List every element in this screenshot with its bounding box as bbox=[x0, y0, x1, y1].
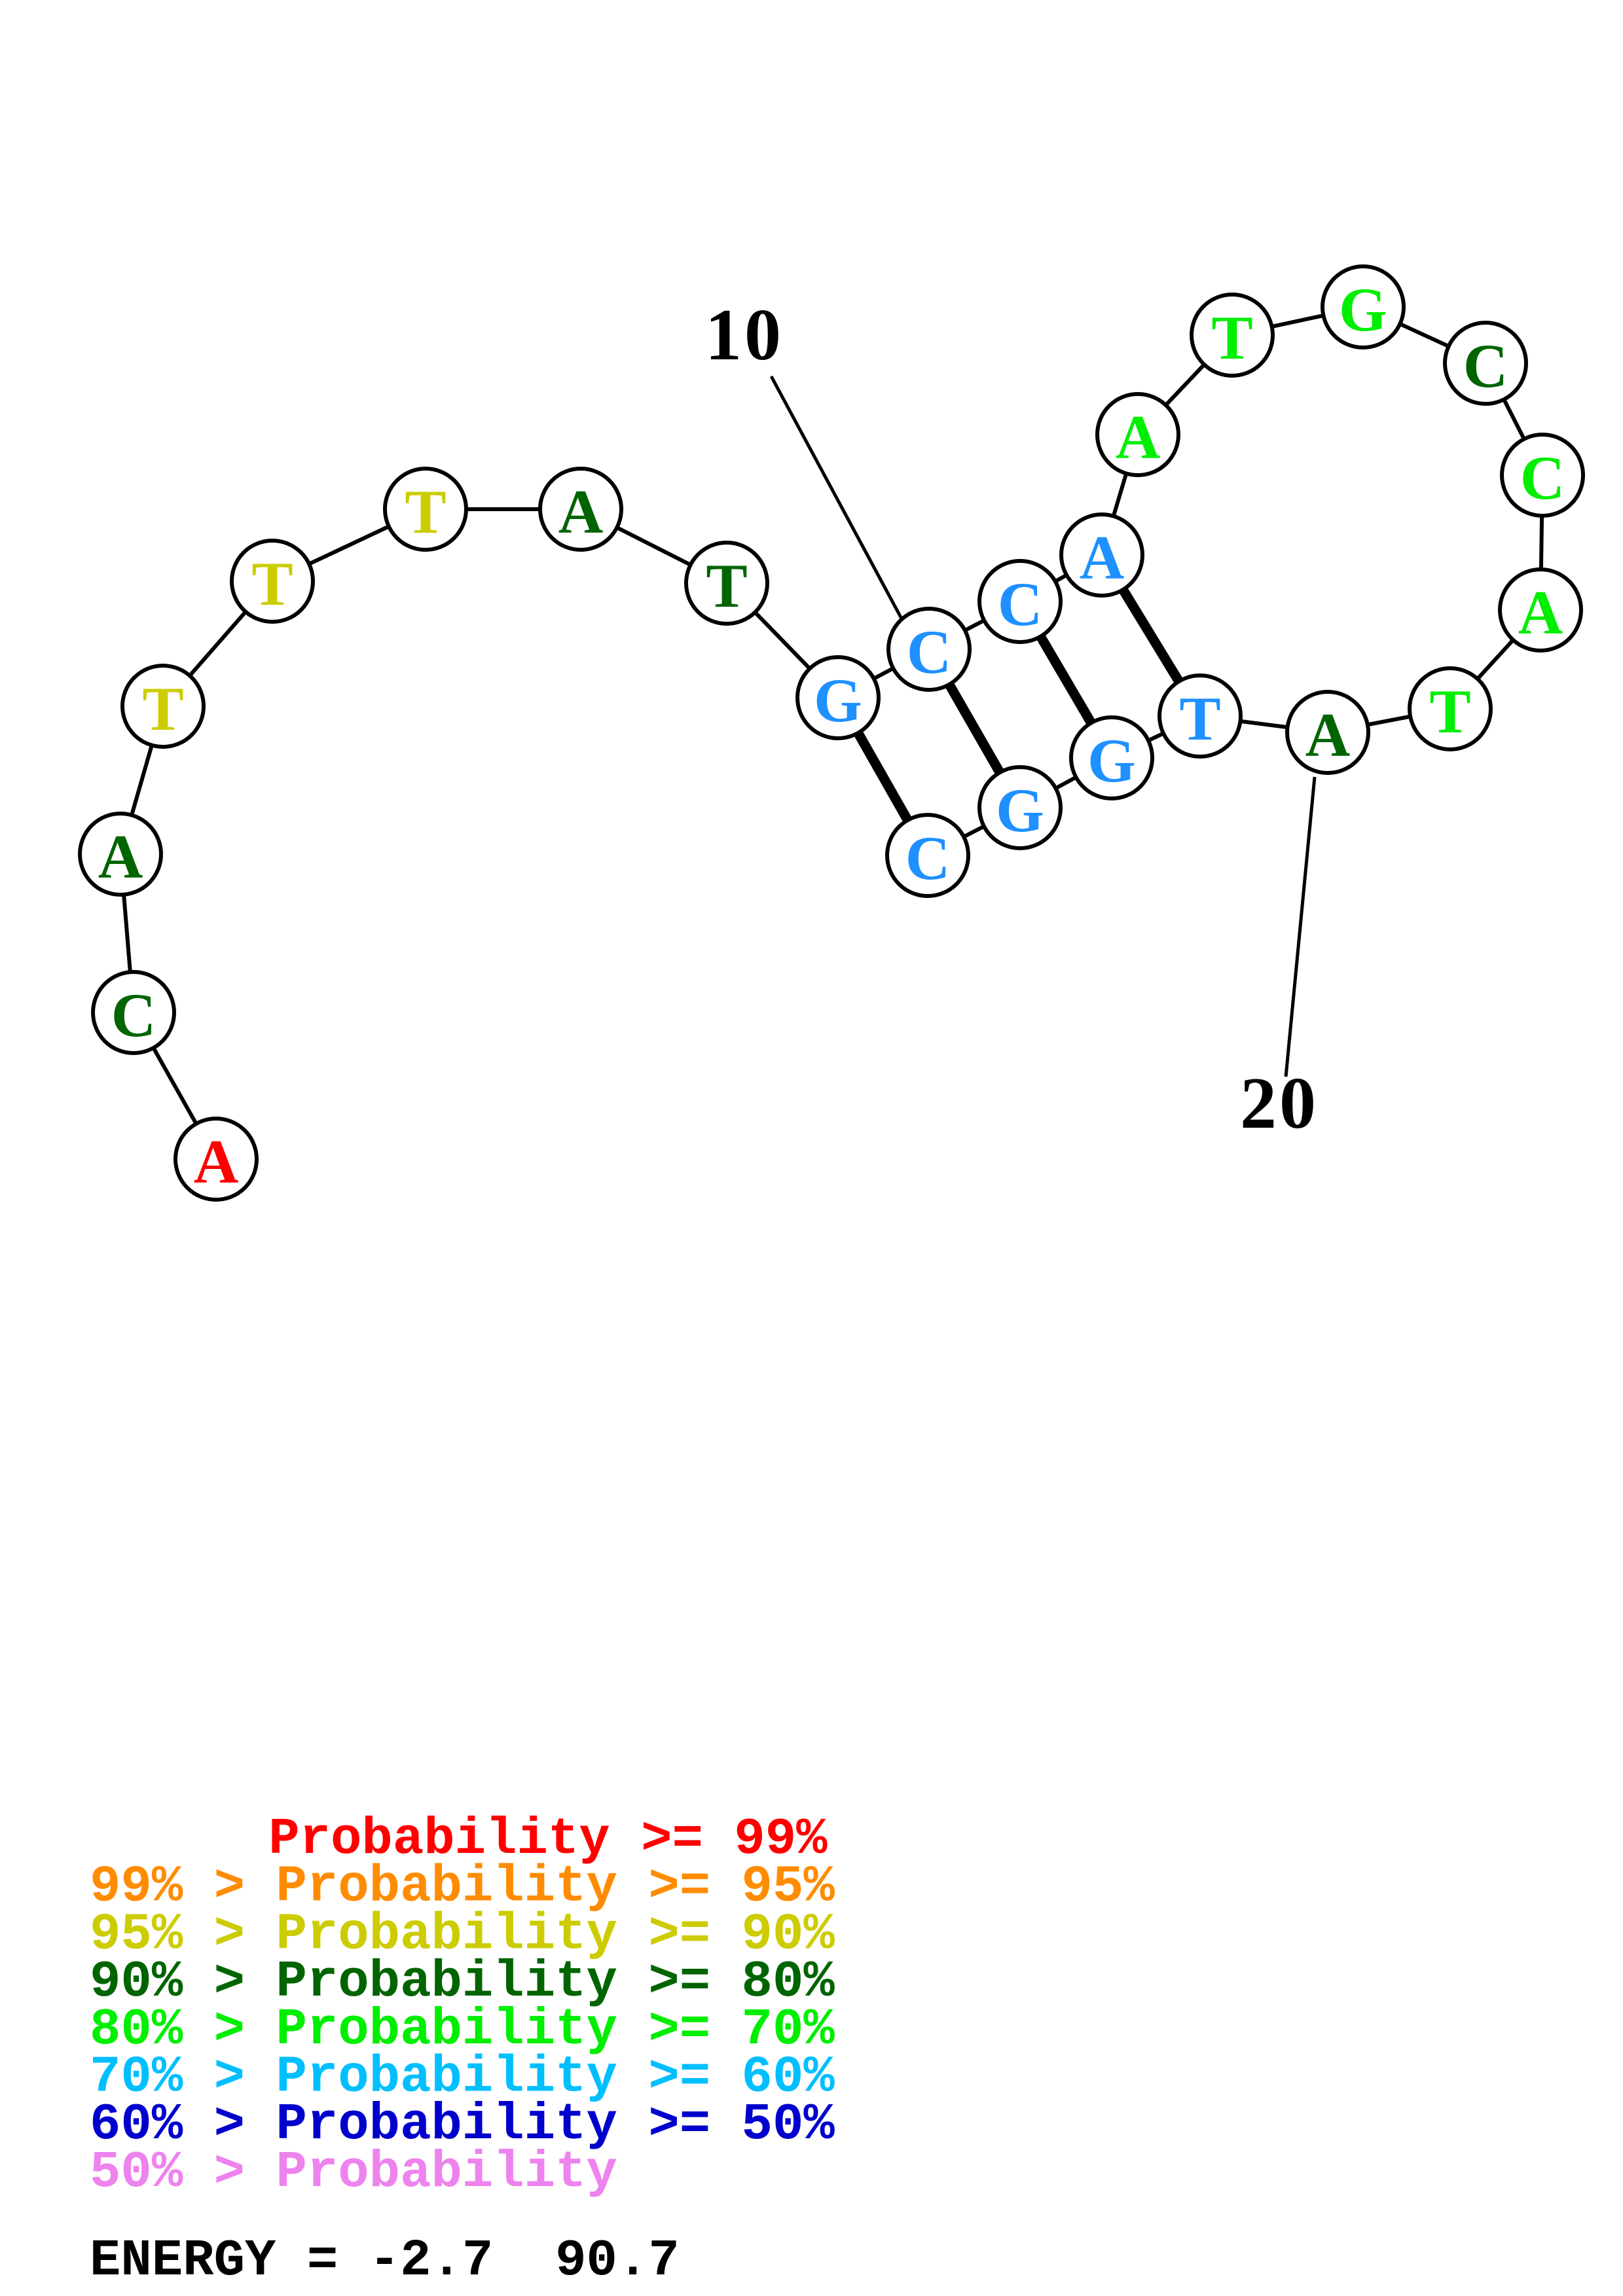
svg-text:C: C bbox=[111, 980, 156, 1050]
svg-text:ENERGY = -2.7 90.7: ENERGY = -2.7 90.7 bbox=[90, 2231, 680, 2290]
svg-text:C: C bbox=[905, 823, 951, 893]
svg-text:T: T bbox=[1179, 684, 1220, 753]
svg-text:G: G bbox=[814, 666, 862, 735]
svg-text:T: T bbox=[142, 674, 183, 744]
svg-text:T: T bbox=[405, 477, 446, 547]
svg-text:G: G bbox=[1339, 275, 1387, 344]
svg-text:C: C bbox=[1463, 331, 1508, 401]
svg-text:A: A bbox=[1518, 578, 1563, 647]
svg-text:A: A bbox=[558, 477, 604, 547]
svg-text:A: A bbox=[1305, 700, 1351, 770]
svg-text:A: A bbox=[1116, 403, 1161, 472]
svg-text:C: C bbox=[998, 569, 1043, 639]
svg-text:A: A bbox=[194, 1127, 239, 1196]
svg-text:C: C bbox=[1520, 443, 1565, 512]
svg-text:50% > Probability: 50% > Probability bbox=[90, 2143, 617, 2202]
svg-text:A: A bbox=[98, 822, 143, 891]
svg-text:A: A bbox=[1080, 523, 1125, 592]
svg-text:T: T bbox=[1211, 303, 1252, 372]
svg-text:C: C bbox=[907, 617, 952, 687]
svg-text:T: T bbox=[251, 549, 293, 619]
svg-text:T: T bbox=[1429, 677, 1470, 746]
svg-text:20: 20 bbox=[1240, 1063, 1319, 1144]
svg-text:G: G bbox=[996, 776, 1044, 845]
svg-text:G: G bbox=[1087, 726, 1136, 795]
svg-text:10: 10 bbox=[705, 295, 784, 376]
svg-text:T: T bbox=[706, 551, 747, 620]
